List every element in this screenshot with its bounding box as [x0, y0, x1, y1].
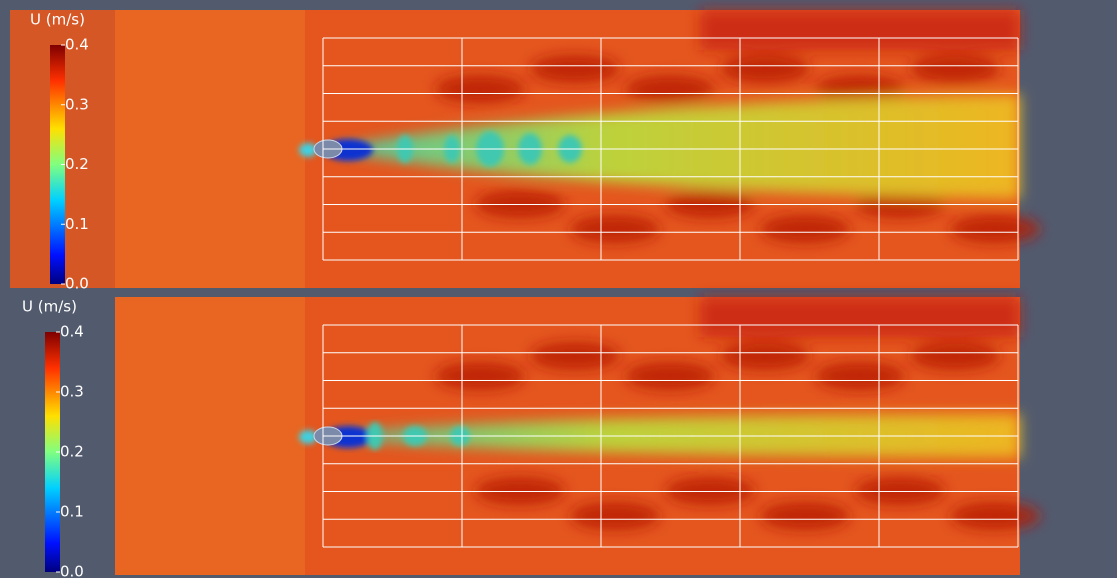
panel: U (m/s) 0.4 0.3 0.2 0.1 0.0 — [22, 297, 1040, 578]
vortex-dark — [815, 362, 905, 390]
inlet-region — [115, 297, 305, 575]
colorbar-tick-label: 0.2 — [65, 155, 89, 173]
vortex-dark — [435, 362, 525, 390]
flow-features — [330, 10, 1040, 243]
wake — [330, 94, 1020, 199]
vortex-dark — [760, 502, 850, 530]
top-band — [700, 297, 1020, 337]
vortex-dark — [570, 215, 660, 243]
colorbar-title: U (m/s) — [22, 298, 77, 316]
stagnation — [299, 143, 317, 157]
colorbar-tick-label: 0.0 — [65, 275, 89, 293]
colorbar-tick-label: 0.3 — [65, 95, 89, 113]
vortex-dark — [435, 75, 525, 103]
top-band — [700, 10, 1020, 50]
colorbar-tick-label: 0.1 — [65, 215, 89, 233]
stagnation — [299, 430, 317, 444]
vortex-dark — [570, 502, 660, 530]
vortex-dark — [910, 55, 1000, 83]
vortex-dark — [815, 75, 905, 103]
inlet-region — [115, 10, 305, 288]
vortex-dark — [950, 215, 1040, 243]
vortex-dark — [530, 55, 620, 83]
vortex-dark — [720, 342, 810, 370]
colorbar-tick-label: 0.4 — [60, 323, 84, 341]
colorbar-title: U (m/s) — [30, 11, 85, 29]
colorbar-tick-label: 0.2 — [60, 443, 84, 461]
vortex-dark — [910, 342, 1000, 370]
colorbar-tick-label: 0.0 — [60, 563, 84, 578]
colorbar-tick-label: 0.3 — [60, 383, 84, 401]
colorbar-tick-label: 0.1 — [60, 503, 84, 521]
vortex-dark — [625, 362, 715, 390]
vortex-dark — [720, 55, 810, 83]
vortex-dark — [625, 75, 715, 103]
panel: U (m/s) 0.4 0.3 0.2 0.1 0.0 — [10, 10, 1040, 293]
vortex-dark — [530, 342, 620, 370]
vortex-dark — [950, 502, 1040, 530]
vortex-dark — [760, 215, 850, 243]
colorbar-tick-label: 0.4 — [65, 36, 89, 54]
